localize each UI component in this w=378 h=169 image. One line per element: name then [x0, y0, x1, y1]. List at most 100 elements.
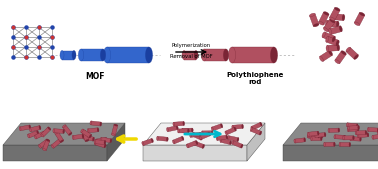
Polygon shape — [294, 138, 305, 143]
Polygon shape — [335, 51, 346, 64]
Ellipse shape — [221, 124, 223, 128]
Ellipse shape — [242, 124, 243, 128]
Ellipse shape — [114, 124, 118, 126]
Polygon shape — [329, 26, 342, 34]
Polygon shape — [95, 140, 105, 144]
Ellipse shape — [173, 122, 175, 126]
Polygon shape — [225, 127, 236, 135]
Ellipse shape — [307, 134, 309, 138]
Ellipse shape — [339, 26, 342, 32]
Polygon shape — [346, 47, 358, 59]
Ellipse shape — [226, 135, 228, 139]
Polygon shape — [232, 124, 243, 129]
Polygon shape — [187, 141, 197, 148]
Polygon shape — [310, 14, 319, 26]
Polygon shape — [43, 140, 50, 150]
Ellipse shape — [72, 51, 76, 59]
Polygon shape — [308, 131, 318, 136]
Ellipse shape — [51, 145, 54, 148]
Polygon shape — [81, 49, 103, 61]
Ellipse shape — [259, 131, 262, 135]
Ellipse shape — [146, 47, 153, 63]
Polygon shape — [319, 12, 329, 25]
Polygon shape — [326, 37, 339, 46]
Ellipse shape — [46, 139, 50, 141]
Ellipse shape — [372, 135, 374, 139]
Polygon shape — [202, 131, 212, 135]
Ellipse shape — [37, 130, 39, 134]
Ellipse shape — [323, 28, 328, 32]
Ellipse shape — [90, 121, 92, 125]
Ellipse shape — [359, 137, 361, 141]
Polygon shape — [343, 136, 353, 140]
Ellipse shape — [324, 12, 329, 15]
Ellipse shape — [330, 19, 335, 23]
Polygon shape — [88, 128, 98, 133]
Ellipse shape — [320, 137, 322, 140]
Polygon shape — [192, 132, 203, 140]
Ellipse shape — [324, 133, 326, 137]
Ellipse shape — [42, 149, 46, 151]
Polygon shape — [81, 129, 91, 138]
Polygon shape — [350, 137, 361, 141]
Ellipse shape — [201, 131, 203, 135]
Ellipse shape — [172, 140, 175, 144]
Ellipse shape — [341, 51, 346, 55]
Ellipse shape — [335, 7, 340, 11]
Ellipse shape — [308, 134, 310, 138]
Ellipse shape — [332, 36, 336, 42]
Polygon shape — [347, 123, 357, 128]
Polygon shape — [340, 142, 350, 147]
Polygon shape — [327, 20, 338, 27]
Ellipse shape — [211, 127, 213, 131]
Polygon shape — [251, 127, 261, 135]
Ellipse shape — [333, 142, 335, 146]
Polygon shape — [329, 128, 339, 132]
Ellipse shape — [339, 142, 341, 146]
Ellipse shape — [83, 135, 85, 139]
Ellipse shape — [53, 129, 55, 133]
Polygon shape — [228, 136, 239, 142]
Polygon shape — [354, 13, 365, 25]
Polygon shape — [368, 128, 378, 132]
Polygon shape — [142, 138, 153, 146]
Ellipse shape — [367, 128, 369, 131]
Polygon shape — [54, 129, 64, 133]
Polygon shape — [62, 125, 72, 135]
Ellipse shape — [201, 49, 207, 61]
Ellipse shape — [319, 56, 323, 62]
Polygon shape — [324, 142, 335, 146]
Ellipse shape — [55, 131, 58, 134]
Polygon shape — [95, 141, 106, 148]
Ellipse shape — [331, 14, 334, 20]
Ellipse shape — [94, 141, 96, 145]
Ellipse shape — [322, 134, 323, 138]
Ellipse shape — [318, 134, 320, 138]
Ellipse shape — [237, 138, 239, 142]
Polygon shape — [190, 132, 201, 137]
Ellipse shape — [294, 139, 296, 143]
Polygon shape — [30, 126, 40, 132]
Ellipse shape — [322, 32, 325, 38]
Ellipse shape — [241, 144, 243, 148]
Polygon shape — [107, 47, 149, 63]
Ellipse shape — [357, 127, 359, 131]
Ellipse shape — [335, 60, 340, 64]
Polygon shape — [3, 123, 125, 145]
Ellipse shape — [97, 128, 99, 132]
Ellipse shape — [112, 134, 115, 136]
Ellipse shape — [60, 51, 64, 59]
Polygon shape — [232, 140, 243, 148]
Ellipse shape — [183, 122, 185, 125]
Ellipse shape — [34, 135, 37, 139]
Ellipse shape — [62, 125, 66, 128]
Ellipse shape — [211, 131, 213, 135]
Polygon shape — [315, 133, 325, 137]
Text: Polymerization: Polymerization — [172, 43, 211, 48]
Ellipse shape — [105, 138, 107, 142]
Ellipse shape — [353, 136, 354, 140]
Ellipse shape — [27, 134, 29, 138]
Polygon shape — [200, 132, 210, 140]
Ellipse shape — [60, 140, 64, 142]
Polygon shape — [143, 145, 247, 161]
